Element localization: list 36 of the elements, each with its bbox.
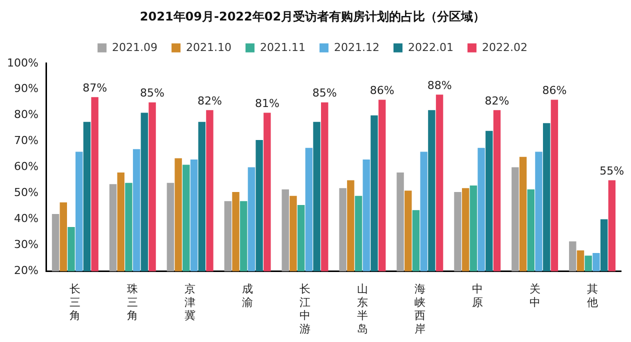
y-tick-label: 80%: [14, 108, 38, 122]
x-tick-label: 长江中游: [299, 282, 310, 336]
data-label: 85%: [312, 86, 337, 100]
x-tick-label: 成渝: [242, 282, 254, 309]
data-label: 82%: [484, 94, 510, 108]
data-label: 86%: [370, 84, 394, 98]
data-label: 82%: [197, 94, 222, 108]
data-label: 81%: [254, 97, 280, 110]
data-label: 85%: [140, 86, 164, 100]
y-tick-label: 100%: [6, 56, 38, 70]
y-tick-label: 40%: [14, 212, 38, 226]
x-tick-label: 海峡西岸: [414, 282, 426, 336]
y-tick-label: 70%: [14, 134, 38, 148]
x-tick-label: 京津冀: [184, 282, 196, 322]
data-label: 88%: [427, 78, 452, 92]
legend-label: 2021.09: [112, 40, 158, 54]
x-tick-label: 其他: [586, 282, 598, 309]
x-tick-label: 中原: [472, 282, 483, 309]
y-tick-label: 90%: [14, 82, 38, 96]
data-label: 87%: [82, 82, 108, 95]
y-tick-label: 50%: [14, 186, 38, 200]
y-tick-label: 30%: [14, 238, 38, 252]
legend-label: 2021.12: [334, 40, 380, 54]
x-tick-label: 珠三角: [127, 282, 138, 322]
data-label: 55%: [600, 164, 624, 178]
data-label: 86%: [542, 84, 567, 98]
y-tick-label: 60%: [14, 160, 38, 174]
legend-label: 2021.10: [186, 40, 232, 54]
legend-label: 2022.01: [408, 40, 454, 54]
x-tick-label: 长三角: [70, 282, 81, 322]
x-tick-label: 山东半岛: [356, 282, 368, 336]
legend-label: 2022.02: [482, 40, 528, 54]
chart-title: 2021年09月-2022年02月受访者有购房计划的占比（分区域）: [140, 9, 486, 24]
legend-label: 2021.11: [260, 40, 306, 54]
y-tick-label: 20%: [14, 264, 38, 278]
x-tick-label: 关中: [529, 282, 540, 309]
